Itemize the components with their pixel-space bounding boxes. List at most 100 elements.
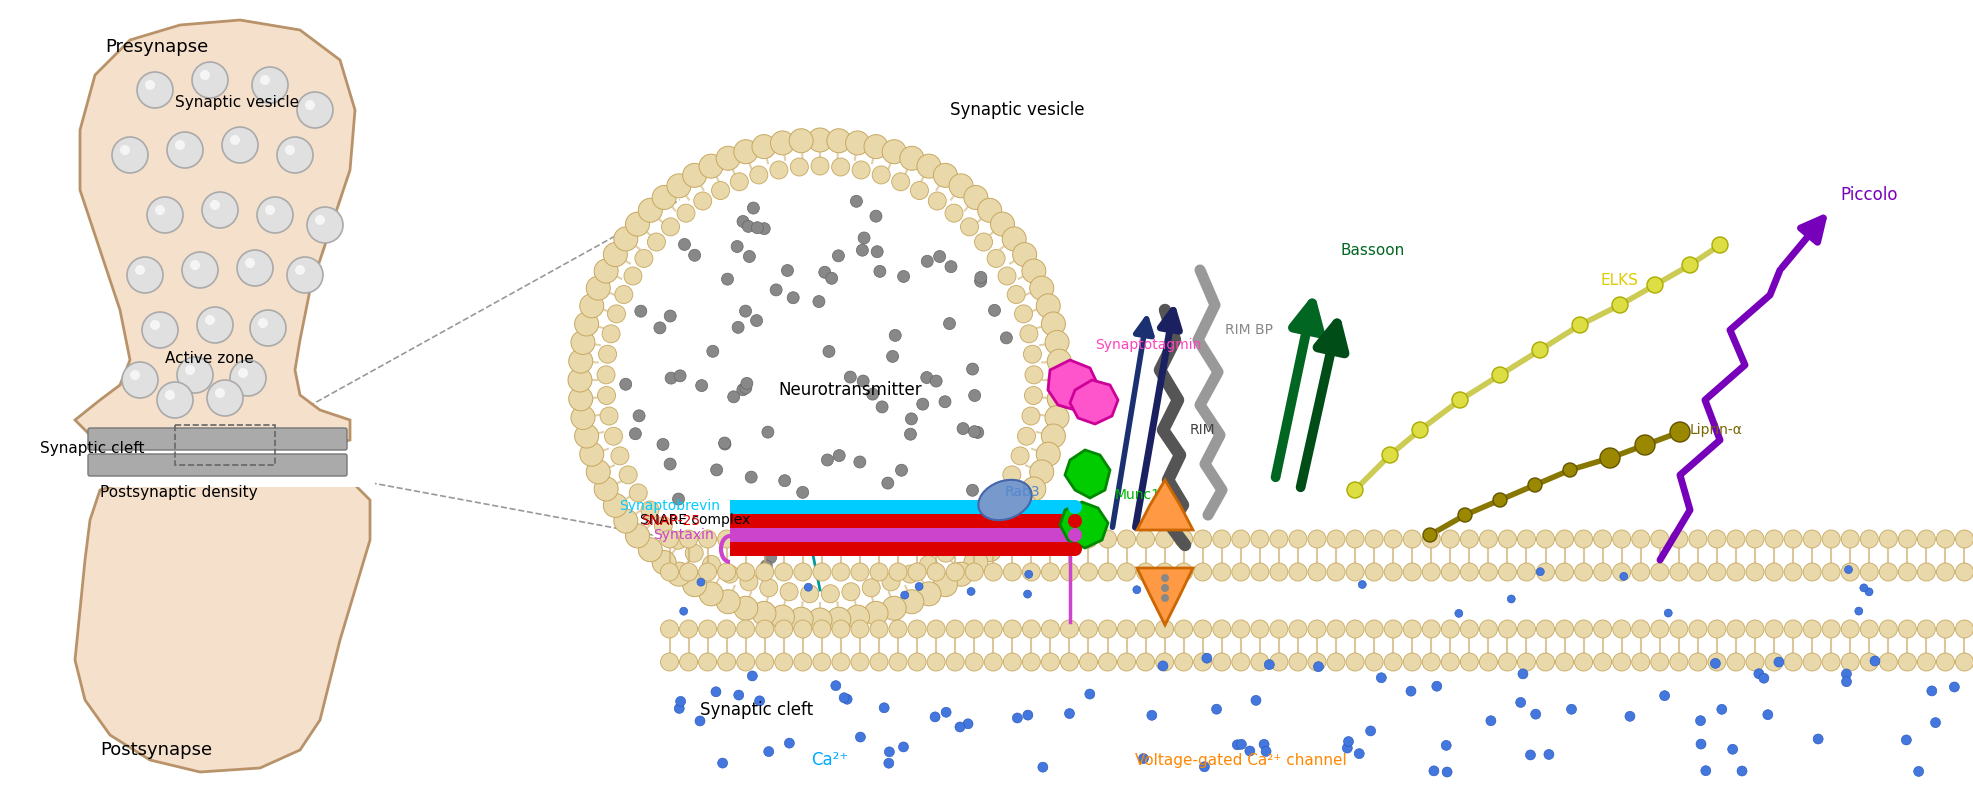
Circle shape: [740, 573, 758, 591]
Circle shape: [698, 530, 716, 548]
Text: RIM: RIM: [1190, 423, 1215, 437]
Circle shape: [1926, 686, 1936, 696]
Circle shape: [1478, 530, 1498, 548]
Circle shape: [949, 174, 973, 198]
Circle shape: [1592, 530, 1610, 548]
Circle shape: [760, 578, 777, 597]
Text: Bassoon: Bassoon: [1340, 243, 1403, 258]
Circle shape: [1326, 620, 1344, 638]
Circle shape: [888, 530, 906, 548]
Circle shape: [1955, 620, 1973, 638]
Circle shape: [710, 181, 730, 199]
Circle shape: [673, 370, 687, 382]
Circle shape: [908, 653, 925, 671]
Circle shape: [929, 375, 941, 387]
Circle shape: [1707, 653, 1724, 671]
Circle shape: [1245, 746, 1255, 756]
Circle shape: [604, 243, 627, 266]
Circle shape: [1136, 563, 1154, 581]
Circle shape: [992, 484, 1010, 502]
Circle shape: [902, 565, 919, 583]
Bar: [75, 445, 375, 487]
Circle shape: [856, 244, 868, 256]
Circle shape: [1574, 530, 1592, 548]
Circle shape: [1067, 528, 1081, 542]
Circle shape: [990, 524, 1014, 548]
Circle shape: [1211, 563, 1229, 581]
Circle shape: [1784, 653, 1801, 671]
Circle shape: [1726, 744, 1736, 754]
Circle shape: [736, 530, 754, 548]
Circle shape: [245, 258, 255, 268]
Circle shape: [1695, 739, 1705, 749]
Circle shape: [1949, 682, 1959, 692]
Circle shape: [1044, 406, 1069, 429]
Circle shape: [1002, 530, 1020, 548]
Circle shape: [1002, 653, 1020, 671]
Circle shape: [586, 276, 610, 300]
Circle shape: [718, 653, 736, 671]
Circle shape: [568, 349, 592, 374]
Circle shape: [296, 92, 333, 128]
Circle shape: [1138, 753, 1148, 764]
Circle shape: [1859, 563, 1876, 581]
Circle shape: [1430, 681, 1440, 691]
Circle shape: [1042, 312, 1065, 336]
Circle shape: [898, 270, 910, 282]
Circle shape: [258, 318, 268, 328]
Circle shape: [742, 221, 754, 232]
Circle shape: [657, 438, 669, 451]
Circle shape: [1632, 620, 1649, 638]
Circle shape: [858, 232, 870, 244]
Circle shape: [1517, 530, 1535, 548]
Circle shape: [689, 249, 700, 262]
Circle shape: [1571, 317, 1586, 333]
Circle shape: [308, 207, 343, 243]
Text: RIM BP: RIM BP: [1225, 323, 1273, 337]
Circle shape: [1841, 530, 1859, 548]
Circle shape: [1231, 563, 1249, 581]
Circle shape: [1269, 620, 1286, 638]
Circle shape: [675, 697, 685, 706]
Circle shape: [1440, 741, 1450, 750]
Circle shape: [1133, 585, 1140, 593]
Circle shape: [1689, 620, 1707, 638]
Circle shape: [1517, 669, 1527, 679]
Circle shape: [1024, 571, 1032, 578]
Circle shape: [637, 537, 663, 562]
Circle shape: [698, 620, 716, 638]
Circle shape: [1669, 422, 1689, 442]
Circle shape: [1002, 509, 1026, 533]
Text: Synaptotagmin: Synaptotagmin: [1095, 338, 1202, 352]
Circle shape: [728, 391, 740, 403]
Circle shape: [276, 137, 314, 173]
Circle shape: [604, 493, 627, 518]
Circle shape: [945, 261, 957, 273]
Circle shape: [158, 382, 193, 418]
Circle shape: [870, 530, 888, 548]
Circle shape: [629, 428, 641, 440]
Circle shape: [580, 294, 604, 318]
Circle shape: [1843, 566, 1851, 574]
Circle shape: [1312, 662, 1322, 671]
Circle shape: [1868, 656, 1878, 666]
Circle shape: [1498, 620, 1515, 638]
Circle shape: [736, 215, 748, 228]
Circle shape: [1030, 276, 1054, 300]
Circle shape: [981, 501, 998, 519]
Circle shape: [1067, 514, 1081, 528]
Circle shape: [1689, 530, 1707, 548]
Circle shape: [1535, 530, 1553, 548]
Circle shape: [1405, 686, 1415, 696]
Circle shape: [698, 154, 722, 178]
Circle shape: [598, 386, 616, 404]
Circle shape: [166, 390, 176, 400]
Circle shape: [1136, 653, 1154, 671]
Circle shape: [919, 372, 933, 384]
Text: Neurotransmitter: Neurotransmitter: [777, 381, 921, 399]
Circle shape: [1535, 567, 1543, 576]
Circle shape: [1936, 563, 1953, 581]
Circle shape: [1067, 500, 1081, 514]
Circle shape: [888, 620, 906, 638]
Circle shape: [1012, 243, 1036, 266]
